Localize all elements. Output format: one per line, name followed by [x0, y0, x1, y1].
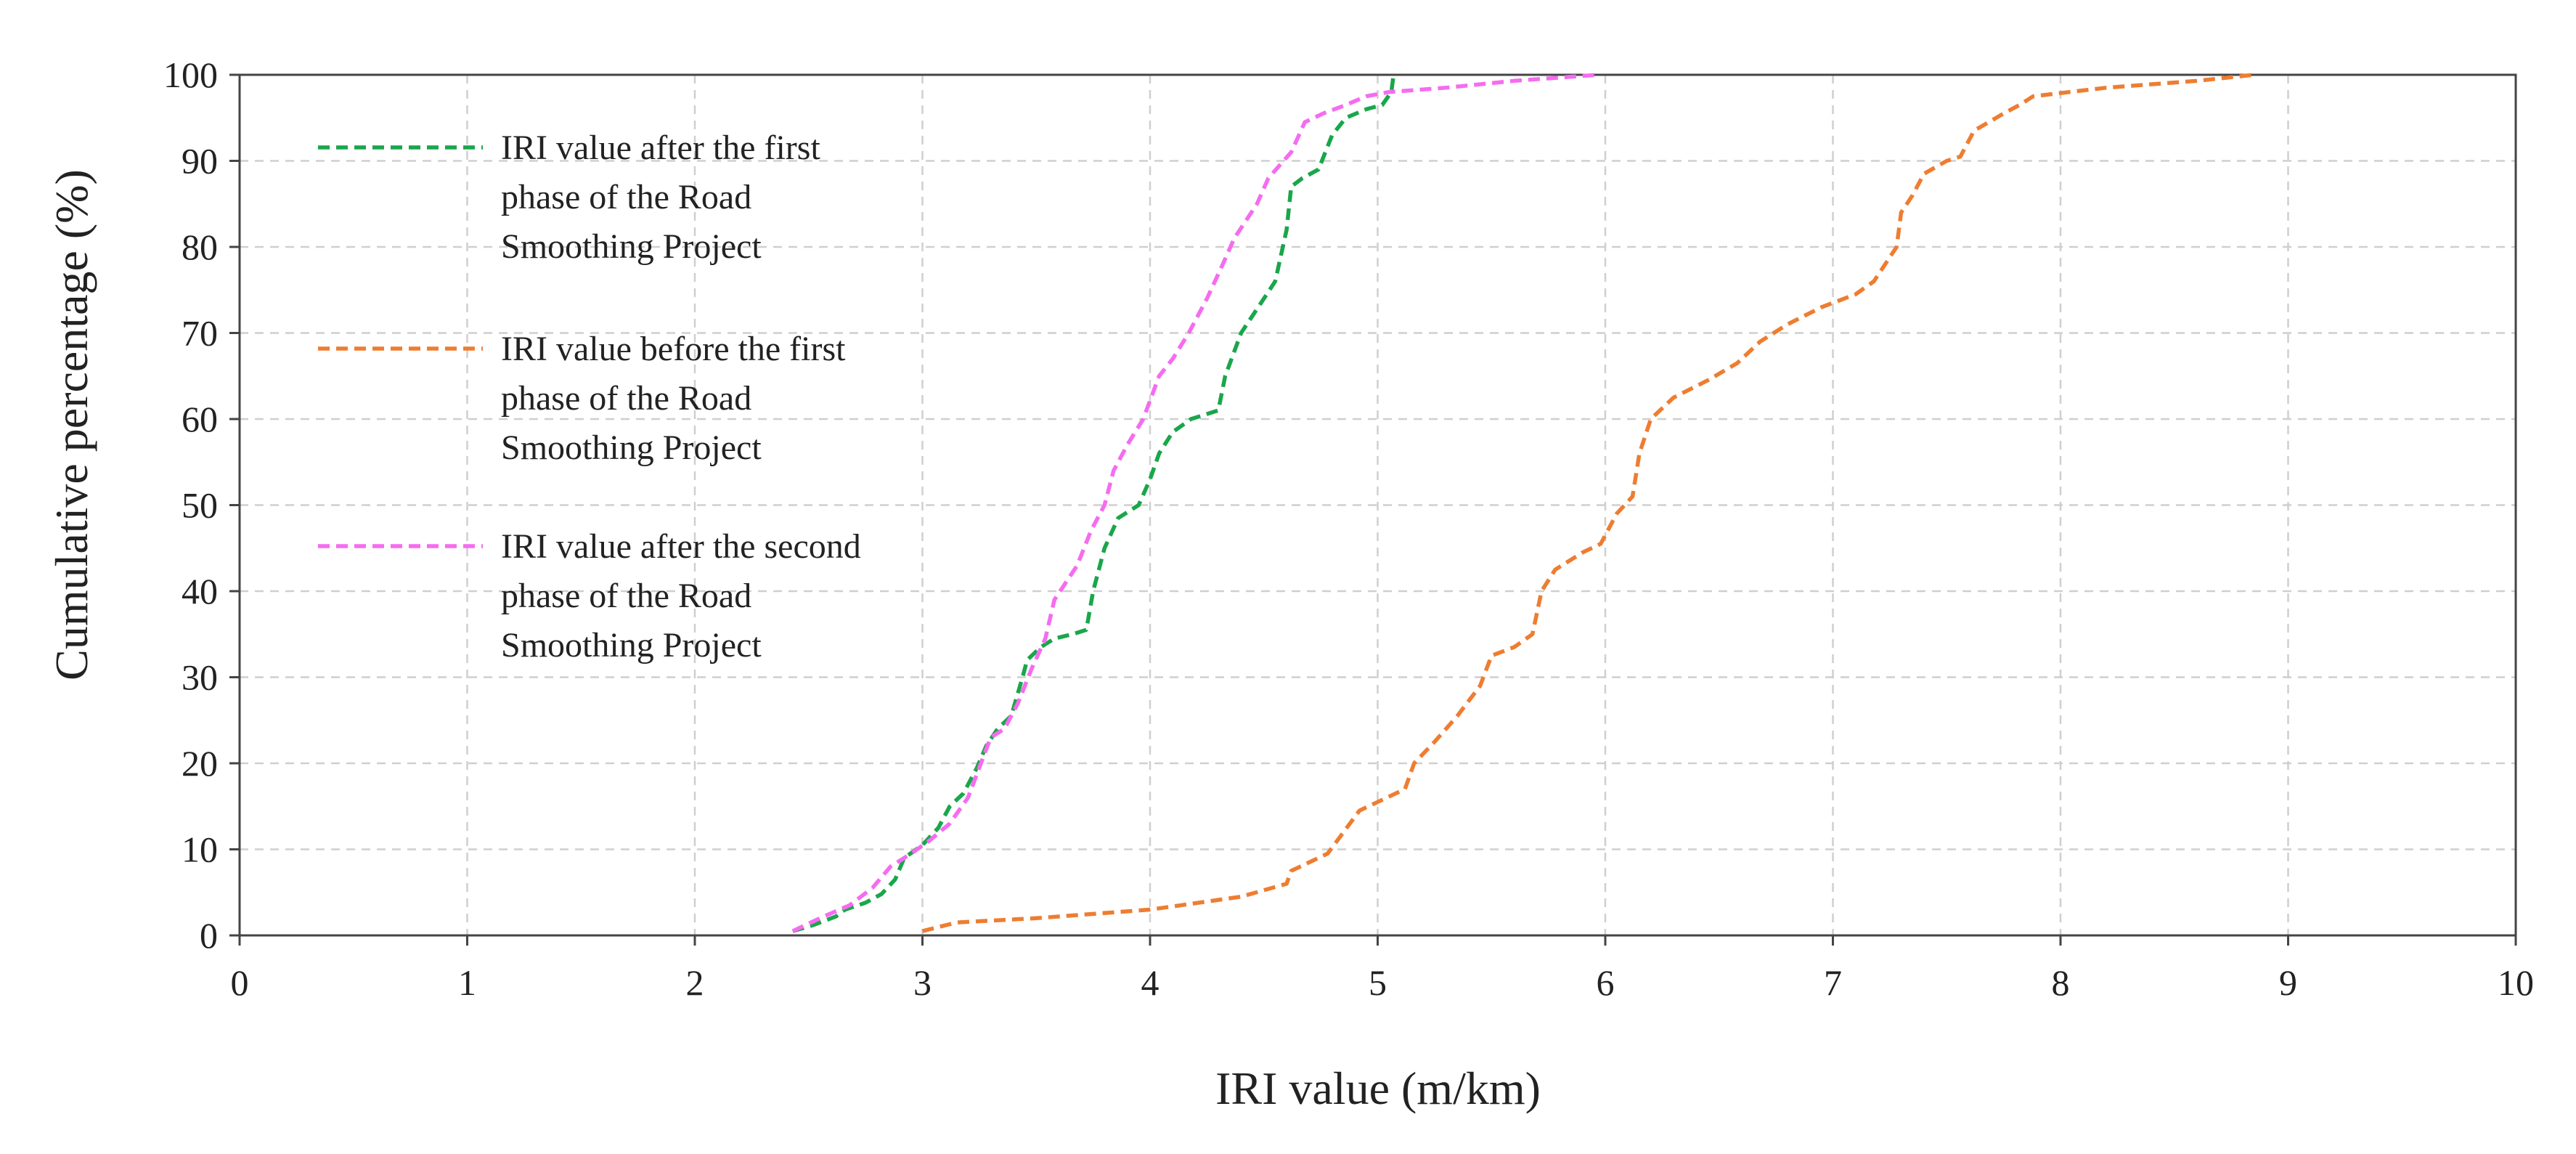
x-tick-label: 10 [2498, 962, 2534, 1003]
x-axis-title: IRI value (m/km) [1215, 1062, 1541, 1114]
x-tick-label: 2 [686, 962, 704, 1003]
x-tick-label: 0 [231, 962, 249, 1003]
x-tick-label: 7 [1824, 962, 1842, 1003]
grid-lines [240, 75, 2516, 935]
x-tick-label: 8 [2052, 962, 2070, 1003]
x-tick-label: 5 [1369, 962, 1387, 1003]
y-axis-title: Cumulative percentage (%) [46, 169, 97, 680]
y-tick-label: 40 [182, 571, 218, 611]
legend-entry-2: IRI value before the first phase of the R… [318, 330, 846, 467]
x-tick-label: 9 [2279, 962, 2297, 1003]
series-line-3 [791, 73, 1599, 933]
legend-entry-1: IRI value after the first phase of the Ro… [318, 129, 820, 266]
series-line-1 [792, 74, 1396, 933]
legend-entry-3: IRI value after the second phase of the R… [318, 527, 861, 665]
legend-label: phase of the Road [501, 379, 751, 418]
legend-label: Smoothing Project [501, 428, 762, 467]
series-line-2 [921, 73, 2254, 933]
x-tick-label: 4 [1141, 962, 1159, 1003]
legend-label: IRI value after the first [501, 129, 820, 167]
y-tick-label: 10 [182, 829, 218, 870]
y-tick-label: 50 [182, 485, 218, 526]
legend-label: phase of the Road [501, 178, 751, 216]
y-tick-label: 60 [182, 399, 218, 439]
y-tick-label: 30 [182, 657, 218, 698]
x-tick-label: 3 [913, 962, 932, 1003]
y-tick-label: 0 [200, 915, 218, 956]
legend-label: IRI value after the second [501, 527, 861, 566]
legend-label: Smoothing Project [501, 227, 762, 266]
legend-label: IRI value before the first [501, 330, 846, 368]
y-tick-label: 100 [163, 54, 218, 95]
series-lines [791, 73, 2254, 933]
legend: IRI value after the first phase of the Ro… [318, 129, 861, 665]
legend-label: Smoothing Project [501, 626, 762, 665]
y-tick-label: 90 [182, 141, 218, 182]
legend-label: phase of the Road [501, 577, 751, 615]
y-tick-label: 70 [182, 313, 218, 354]
y-tick-label: 20 [182, 743, 218, 784]
x-tick-label: 6 [1597, 962, 1615, 1003]
y-tick-label: 80 [182, 227, 218, 267]
x-tick-label: 1 [458, 962, 476, 1003]
